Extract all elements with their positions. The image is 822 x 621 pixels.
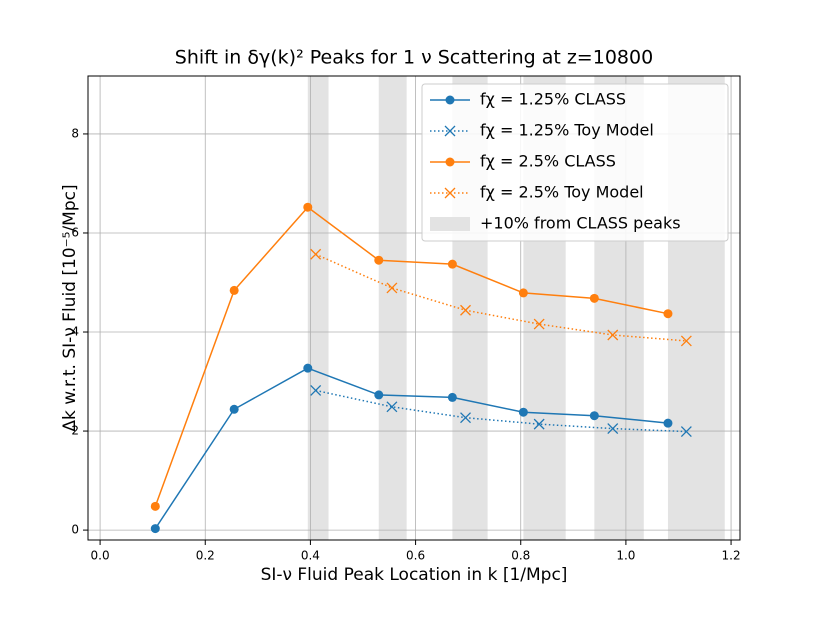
x-tick-label: 0.2 <box>196 549 215 563</box>
legend-label: fχ = 1.25% Toy Model <box>480 121 654 140</box>
data-point <box>374 255 384 265</box>
data-point <box>607 329 619 341</box>
legend-box <box>421 83 729 242</box>
legend-marker <box>445 157 455 167</box>
y-tick-label: 0 <box>71 523 79 537</box>
data-point <box>460 304 471 316</box>
data-point <box>447 259 457 269</box>
band <box>307 76 329 540</box>
x-tick-label: 1.2 <box>722 549 741 563</box>
data-point <box>518 407 528 417</box>
y-tick-label: 4 <box>71 325 79 339</box>
data-point <box>150 501 160 511</box>
x-tick-label: 0.0 <box>91 549 110 563</box>
data-point <box>229 285 239 295</box>
data-point <box>460 412 471 424</box>
x-tick-label: 0.8 <box>511 549 530 563</box>
y-axis-label: Δk w.r.t. SI-ν Fluid [10⁻⁵/Mpc] <box>60 184 80 431</box>
data-point <box>386 282 398 294</box>
legend-label: +10% from CLASS peaks <box>480 214 681 233</box>
legend-label: fχ = 2.5% CLASS <box>480 152 616 171</box>
x-tick-label: 0.4 <box>301 549 320 563</box>
series-line <box>154 367 669 530</box>
data-point <box>680 426 692 438</box>
data-point <box>663 309 673 319</box>
data-point <box>303 202 313 212</box>
y-tick-label: 8 <box>71 126 79 140</box>
data-point <box>310 384 322 396</box>
chart-title: Shift in δγ(k)² Peaks for 1 ν Scattering… <box>175 47 653 69</box>
y-tick-label: 2 <box>71 424 79 438</box>
legend-marker <box>444 125 456 137</box>
band <box>378 76 407 540</box>
legend-swatch <box>430 217 470 231</box>
data-point <box>607 423 619 435</box>
data-point <box>303 363 313 373</box>
data-point <box>374 390 384 400</box>
plot-frame <box>87 75 741 541</box>
data-point <box>589 293 599 303</box>
legend-marker <box>444 187 456 199</box>
x-axis-label: SI-ν Fluid Peak Location in k [1/Mpc] <box>261 565 568 585</box>
series-line <box>315 389 687 433</box>
series-line <box>154 206 669 507</box>
legend-label: fχ = 1.25% CLASS <box>480 90 626 109</box>
x-tick-label: 1.0 <box>616 549 635 563</box>
data-point <box>150 524 160 534</box>
data-point <box>589 411 599 421</box>
data-point <box>680 335 692 347</box>
data-point <box>310 248 322 260</box>
data-point <box>518 288 528 298</box>
x-tick-label: 0.6 <box>406 549 425 563</box>
data-point <box>663 418 673 428</box>
data-point <box>386 401 398 413</box>
data-point <box>229 404 239 414</box>
data-point <box>533 418 545 430</box>
y-tick-label: 6 <box>71 225 79 239</box>
data-point <box>447 392 457 402</box>
data-point <box>533 318 545 330</box>
series-line <box>315 253 687 342</box>
legend-marker <box>445 95 455 105</box>
legend-label: fχ = 2.5% Toy Model <box>480 183 644 202</box>
